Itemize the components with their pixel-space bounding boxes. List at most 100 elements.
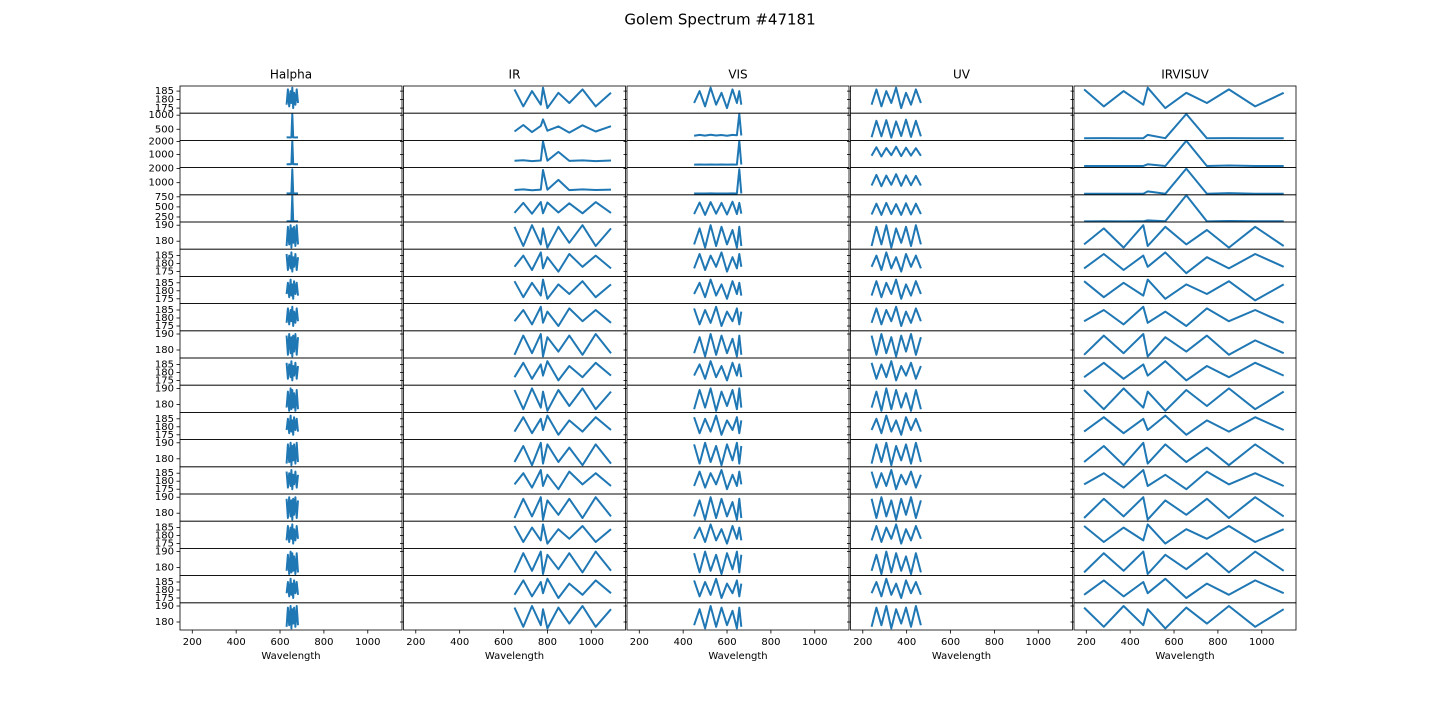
panel-frame	[403, 575, 626, 604]
x-tick-label: 1000	[802, 637, 827, 648]
y-tick-label: 175	[155, 375, 174, 386]
spectrum-line	[513, 523, 612, 545]
spectrum-line	[870, 173, 922, 188]
spectrum-line	[513, 496, 612, 521]
spectrum-line	[870, 441, 922, 467]
spectrum-line	[286, 139, 298, 166]
spectrum-line	[693, 200, 743, 216]
y-tick-label: 180	[155, 617, 174, 628]
panel-frame	[403, 357, 626, 386]
spectrum-line	[693, 469, 743, 491]
y-tick-label: 180	[155, 585, 174, 596]
y-tick-label: 185	[155, 278, 174, 289]
x-axis-label: Wavelength	[485, 651, 544, 662]
y-tick-label: 250	[155, 212, 174, 223]
y-tick-label: 180	[155, 508, 174, 519]
spectrum-line	[285, 550, 299, 575]
spectrum-line	[693, 86, 743, 110]
spectrum-line	[1083, 441, 1285, 467]
spectrum-line	[870, 201, 922, 216]
spectrum-line	[1084, 194, 1284, 223]
panel-title: UV	[953, 68, 971, 82]
spectrum-line	[513, 441, 612, 467]
y-tick-label: 175	[155, 267, 174, 278]
y-tick-label: 180	[155, 531, 174, 542]
panel-frame	[850, 602, 1073, 631]
spectrum-line	[870, 469, 922, 491]
panel-title: Halpha	[270, 68, 312, 82]
x-tick-label: 400	[227, 637, 246, 648]
spectrum-line	[1083, 550, 1285, 575]
y-tick-label: 750	[155, 192, 174, 203]
x-tick-label: 600	[717, 637, 736, 648]
panel-frame	[1073, 112, 1297, 141]
panel-title: IR	[509, 68, 521, 82]
spectrum-line	[285, 441, 299, 467]
spectrum-line	[870, 414, 922, 436]
panel-frame	[179, 602, 403, 631]
spectrum-line	[285, 469, 299, 491]
spectrum-line	[693, 278, 743, 300]
x-tick-label: 400	[450, 637, 469, 648]
spectrum-line	[285, 305, 299, 327]
y-tick-label: 180	[155, 476, 174, 487]
spectrum-line	[285, 278, 299, 300]
panel-frame	[1073, 194, 1297, 223]
spectrum-line	[693, 360, 743, 382]
x-tick-label: 1000	[1249, 637, 1274, 648]
panel-frame	[403, 275, 626, 304]
x-axis-label: Wavelength	[708, 651, 767, 662]
x-tick-label: 800	[314, 637, 333, 648]
spectrum-line	[693, 441, 743, 467]
y-tick-label: 185	[155, 305, 174, 316]
y-tick-label: 180	[155, 95, 174, 106]
x-tick-label: 400	[1121, 637, 1140, 648]
y-tick-label: 180	[155, 313, 174, 324]
spectrum-line	[513, 387, 612, 412]
y-tick-label: 190	[155, 438, 174, 449]
panel-frame	[1073, 85, 1297, 114]
y-tick-label: 190	[155, 220, 174, 231]
x-axis-label: Wavelength	[1155, 651, 1214, 662]
spectrum-line	[513, 305, 612, 327]
spectrum-line	[870, 387, 922, 412]
spectrum-line	[285, 523, 299, 545]
y-tick-label: 1000	[149, 178, 174, 189]
spectrum-line	[870, 360, 922, 382]
y-tick-label: 180	[155, 422, 174, 433]
panel-title: VIS	[728, 68, 747, 82]
y-tick-label: 1000	[149, 150, 174, 161]
panel-frame	[1073, 384, 1297, 413]
spectrum-line	[285, 605, 299, 630]
spectrum-line	[1083, 360, 1285, 382]
spectrum-line	[513, 577, 612, 599]
y-tick-label: 180	[155, 399, 174, 410]
panel-frame	[403, 411, 626, 440]
spectrum-line	[693, 387, 743, 412]
spectrum-line	[513, 605, 612, 630]
x-axis-label: Wavelength	[932, 651, 991, 662]
spectrum-line	[1084, 167, 1284, 195]
x-tick-label: 200	[853, 637, 872, 648]
y-tick-label: 185	[155, 577, 174, 588]
panel-frame	[1073, 139, 1297, 168]
x-tick-label: 400	[674, 637, 693, 648]
spectrum-line	[514, 140, 612, 163]
spectrum-line	[514, 169, 612, 192]
panel-frame	[403, 602, 626, 631]
y-tick-label: 180	[155, 454, 174, 465]
spectrum-line	[285, 496, 299, 521]
x-tick-label: 800	[985, 637, 1004, 648]
spectrum-line	[285, 577, 299, 599]
x-tick-label: 1000	[355, 637, 380, 648]
spectrum-line	[1084, 113, 1284, 140]
spectrum-line	[285, 333, 299, 358]
panel-frame	[1073, 575, 1297, 604]
spectrum-line	[870, 305, 922, 327]
x-tick-label: 600	[494, 637, 513, 648]
y-tick-label: 190	[155, 547, 174, 558]
panel-frame	[1073, 303, 1297, 332]
spectrum-line	[693, 333, 743, 358]
spectrum-line	[285, 414, 299, 436]
